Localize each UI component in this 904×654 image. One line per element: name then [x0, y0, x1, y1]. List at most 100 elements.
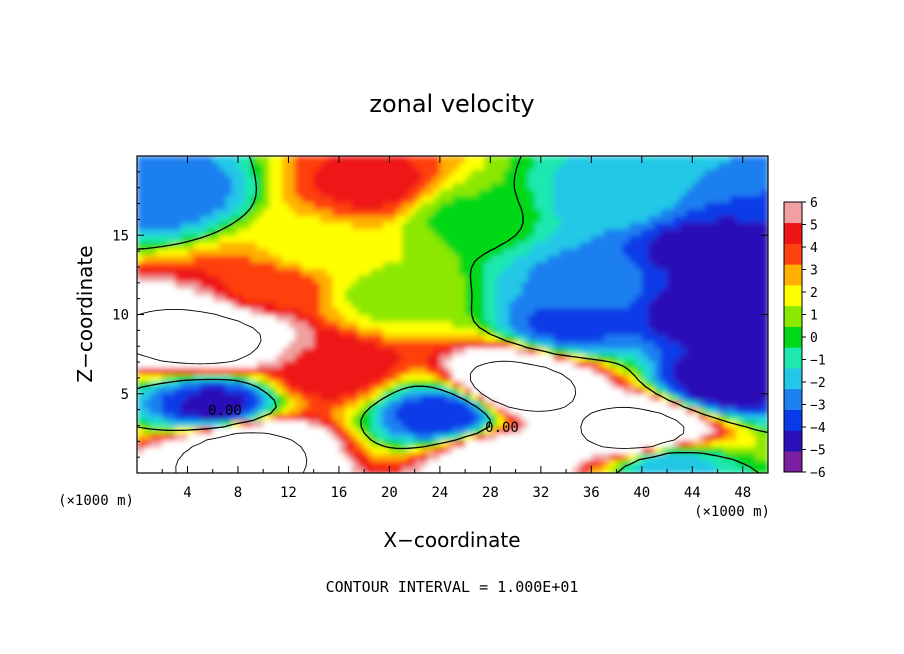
- field-cell: [540, 235, 548, 243]
- field-cell: [509, 195, 517, 203]
- field-cell: [351, 208, 359, 217]
- field-cell: [667, 360, 674, 368]
- field-cell: [521, 354, 529, 362]
- field-cell: [692, 248, 700, 256]
- field-cell: [471, 162, 479, 170]
- field-cell: [534, 439, 542, 448]
- field-cell: [667, 268, 674, 276]
- field-cell: [137, 466, 144, 473]
- field-cell: [420, 255, 428, 263]
- field-cell: [307, 222, 315, 230]
- field-cell: [294, 208, 302, 217]
- field-cell: [263, 321, 271, 329]
- field-cell: [667, 169, 674, 177]
- field-cell: [345, 466, 353, 473]
- field-cell: [458, 321, 466, 329]
- field-cell: [414, 215, 422, 223]
- field-cell: [149, 466, 157, 473]
- field-cell: [755, 387, 763, 395]
- field-cell: [332, 433, 340, 441]
- field-cell: [181, 446, 189, 454]
- field-cell: [585, 360, 592, 368]
- field-cell: [402, 334, 409, 342]
- field-cell: [200, 367, 208, 375]
- field-cell: [490, 162, 498, 170]
- field-cell: [673, 327, 681, 335]
- field-cell: [143, 235, 151, 243]
- field-cell: [427, 327, 435, 335]
- field-cell: [433, 294, 441, 302]
- field-cell: [439, 162, 447, 170]
- field-cell: [263, 347, 271, 355]
- field-cell: [660, 235, 668, 243]
- field-cell: [383, 288, 390, 296]
- field-cell: [433, 321, 441, 329]
- field-cell: [685, 222, 693, 230]
- field-cell: [294, 314, 302, 322]
- field-cell: [452, 195, 460, 203]
- field-cell: [534, 426, 542, 434]
- field-cell: [319, 175, 327, 184]
- field-cell: [275, 426, 283, 434]
- field-cell: [332, 189, 340, 197]
- field-cell: [338, 215, 346, 223]
- field-cell: [446, 169, 454, 177]
- field-cell: [357, 380, 365, 388]
- field-cell: [149, 222, 157, 230]
- field-cell: [143, 347, 151, 355]
- field-cell: [383, 453, 390, 461]
- field-cell: [711, 175, 719, 184]
- field-cell: [168, 189, 176, 197]
- field-cell: [547, 268, 555, 276]
- field-cell: [402, 182, 409, 190]
- field-cell: [231, 241, 239, 250]
- field-cell: [692, 162, 700, 170]
- field-cell: [301, 228, 308, 236]
- field-cell: [667, 373, 674, 382]
- field-cell: [572, 314, 580, 322]
- field-cell: [155, 195, 163, 203]
- field-cell: [301, 281, 308, 289]
- field-cell: [553, 446, 561, 454]
- field-cell: [477, 393, 485, 401]
- field-cell: [212, 261, 220, 269]
- field-cell: [370, 162, 378, 170]
- field-cell: [439, 255, 447, 263]
- field-cell: [465, 307, 473, 316]
- field-cell: [351, 169, 359, 177]
- field-cell: [515, 182, 523, 190]
- field-cell: [717, 347, 725, 355]
- field-cell: [616, 215, 624, 223]
- field-cell: [559, 380, 567, 388]
- field-cell: [319, 420, 327, 428]
- field-cell: [256, 294, 264, 302]
- field-cell: [244, 334, 252, 342]
- field-cell: [521, 169, 529, 177]
- field-cell: [704, 175, 712, 184]
- field-cell: [439, 195, 447, 203]
- field-cell: [193, 360, 201, 368]
- field-cell: [155, 373, 163, 382]
- field-cell: [572, 301, 580, 309]
- field-cell: [319, 439, 327, 448]
- field-cell: [502, 294, 510, 302]
- field-cell: [395, 169, 403, 177]
- field-cell: [521, 327, 529, 335]
- field-cell: [187, 453, 195, 461]
- field-cell: [515, 327, 523, 335]
- field-cell: [408, 248, 416, 256]
- field-cell: [465, 208, 473, 217]
- field-cell: [231, 255, 239, 263]
- field-cell: [212, 301, 220, 309]
- field-cell: [698, 307, 706, 316]
- field-cell: [717, 387, 725, 395]
- field-cell: [383, 466, 390, 473]
- field-cell: [540, 420, 548, 428]
- field-cell: [256, 268, 264, 276]
- field-cell: [528, 274, 536, 283]
- field-cell: [452, 261, 460, 269]
- field-cell: [572, 459, 580, 467]
- field-cell: [667, 241, 674, 250]
- field-cell: [591, 301, 599, 309]
- field-cell: [679, 406, 687, 415]
